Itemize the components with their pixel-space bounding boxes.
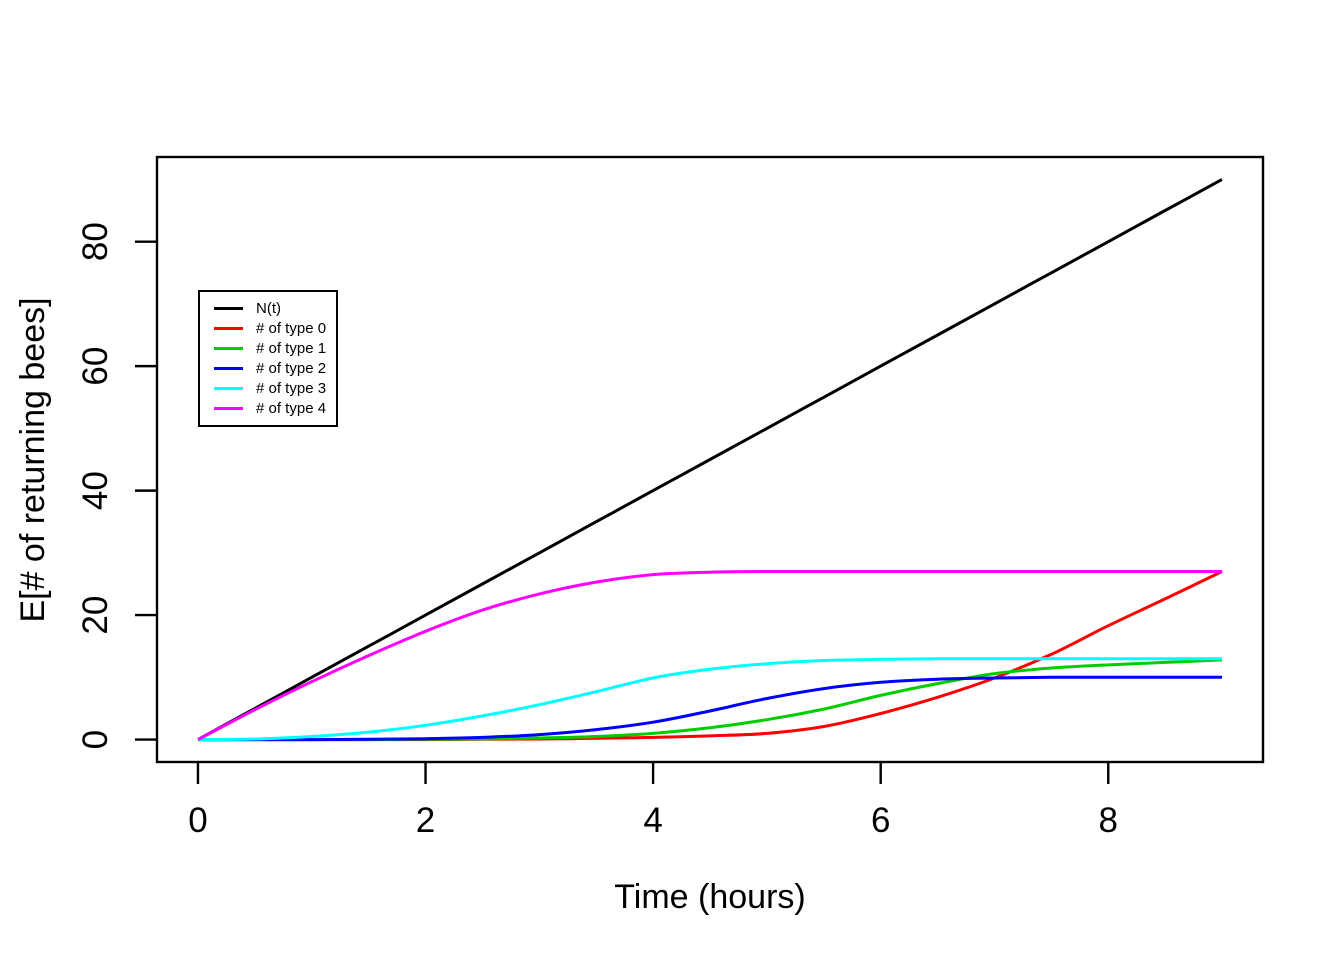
y-tick-label: 40	[76, 471, 115, 510]
plot-frame	[155, 155, 1265, 764]
legend-item: # of type 2	[200, 359, 336, 378]
legend-line-swatch	[214, 347, 243, 351]
legend-line-swatch	[214, 406, 243, 410]
legend-line-swatch	[214, 366, 243, 370]
x-axis-label: Time (hours)	[614, 878, 805, 916]
legend-item: # of type 0	[200, 319, 336, 338]
legend-line-swatch	[214, 327, 243, 331]
x-tick-label: 6	[871, 801, 890, 840]
x-tick-label: 8	[1099, 801, 1118, 840]
x-tick-label: 4	[643, 801, 662, 840]
legend-label: # of type 4	[256, 399, 327, 417]
legend-line-swatch	[214, 307, 243, 311]
legend-label: # of type 1	[256, 340, 327, 358]
y-axis-label: E[# of returning bees]	[14, 297, 52, 622]
legend-label: N(t)	[256, 300, 281, 318]
x-tick-label: 2	[416, 801, 435, 840]
legend-item: # of type 3	[200, 379, 336, 398]
y-tick-label: 60	[76, 347, 115, 386]
legend: N(t) # of type 0 # of type 1 # of type 2…	[198, 290, 338, 427]
y-tick-label: 80	[76, 222, 115, 261]
legend-item: N(t)	[200, 299, 336, 318]
legend-item: # of type 1	[200, 339, 336, 358]
legend-item: # of type 4	[200, 399, 336, 418]
y-tick-label: 20	[76, 596, 115, 635]
series-line-0	[197, 178, 1223, 741]
legend-label: # of type 2	[256, 359, 327, 377]
legend-label: # of type 0	[256, 320, 327, 338]
series-line-2	[197, 658, 1223, 742]
series-line-4	[197, 657, 1222, 742]
legend-label: # of type 3	[256, 379, 327, 397]
y-tick-label: 0	[76, 730, 115, 749]
series-line-3	[197, 675, 1222, 742]
legend-line-swatch	[214, 386, 243, 390]
series-line-5	[197, 569, 1222, 741]
x-tick-label: 0	[188, 801, 207, 840]
